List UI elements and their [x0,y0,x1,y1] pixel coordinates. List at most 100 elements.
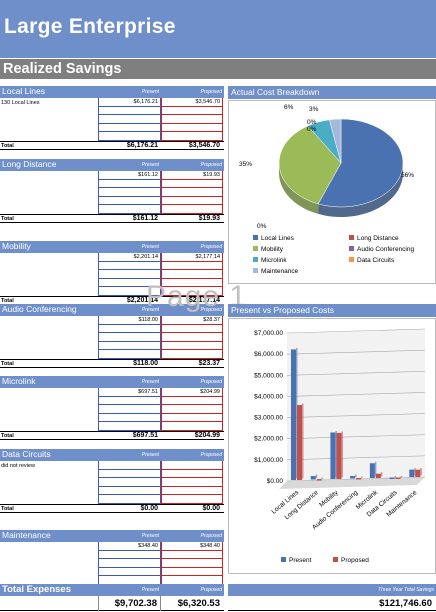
total-expenses-label: Total Expenses [2,584,71,595]
three-year-savings-block: Three Year Total Savings $121,746.60 [228,584,436,612]
bar-side [400,476,403,478]
page-subtitle: Realized Savings [0,59,436,79]
legend-label: Present [289,557,312,564]
total-present: $697.51 [132,432,158,439]
row-label [0,388,1,390]
section-title: Maintenance [2,530,51,540]
pie-slice-side [318,163,403,217]
bar-side [361,476,363,479]
total-present: $161.12 [132,215,158,222]
proposed-value: $2,177.14 [195,254,220,260]
bar-side [374,461,377,477]
row-label: 130 Local Lines [1,100,40,106]
bar-chart-title: Present vs Proposed Costs [228,304,436,317]
y-tick-label: $1,000.00 [254,457,283,464]
bar-present [310,476,316,480]
proposed-value: $19.93 [203,172,220,178]
pie-value-label: 6% [284,104,294,111]
total-expenses-block: Total Expenses Present Proposed $9,702.3… [0,584,224,612]
bar-chart: $0.00 $1,000.00 $2,000.00 $3,000.00 $4,000.0… [228,318,436,574]
col-proposed-label: Proposed [200,533,222,539]
bar-present [389,477,395,479]
legend-label: Proposed [341,557,369,564]
col-present-label: Present [141,379,159,385]
proposed-value: $348.40 [200,543,220,549]
bar-chart-svg: $0.00 $1,000.00 $2,000.00 $3,000.00 $4,000.0… [254,328,426,564]
bar-side [315,474,318,478]
total-proposed: $204.99 [194,432,220,439]
bar-proposed [316,479,322,481]
total-present: $2,201.14 [126,297,158,304]
legend-swatch [333,557,338,562]
bar-side [296,347,298,479]
proposed-value: $204.99 [200,389,220,395]
section-4: Microlink Present Proposed $697.51 $204.99… [0,376,224,440]
grid-line [286,349,426,355]
bar-side [380,472,383,477]
bar-side [355,474,357,477]
col-proposed-label: Proposed [200,244,222,250]
bar-present [409,469,415,477]
page-title: Large Enterprise [0,0,436,58]
bar-side [321,477,324,480]
bar-proposed [395,477,401,479]
pie-value-label: 56% [401,172,414,179]
total-expenses-present: $9,702.38 [114,598,157,609]
pie-chart: 56% 0% 35% 0% 6% 0% 3% Local Lines Long Distance… [228,100,436,284]
row-label [0,542,1,544]
col-present-label: Present [141,244,159,250]
total-proposed: $2,177.14 [188,297,220,304]
legend-label: Local Lines [261,235,295,242]
y-tick-label: $0.00 [267,478,284,485]
y-tick-label: $4,000.00 [254,393,283,400]
grid-line [286,434,426,440]
pie-value-label: 0% [307,126,317,133]
bar-side [394,476,397,478]
section-title: Microlink [2,376,36,386]
bar-side [335,430,337,478]
grid-line [286,392,426,397]
total-label: Total [1,361,14,367]
total-proposed: $3,546.70 [188,142,220,149]
legend-swatch [253,235,258,240]
bar-proposed [297,405,302,480]
pie-slice-maintenance [329,118,342,164]
present-value: $2,201.14 [133,254,158,260]
row-label: did not review [1,463,35,469]
col-present-label: Present [141,162,159,168]
present-value: $118.00 [138,317,158,323]
pie-value-label: 0% [307,119,317,126]
y-tick-label: $6,000.00 [254,351,283,358]
col-present-label: Present [141,452,159,458]
section-3: Audio Conferencing Present Proposed $118.0… [0,304,224,368]
pie-value-label: 3% [309,106,319,113]
pie-value-label: 35% [239,161,252,168]
bar-present [369,463,375,478]
row-label [0,253,1,255]
total-proposed: $19.93 [198,215,220,222]
col-present-label: Present [141,533,159,539]
section-title: Long Distance [2,159,57,169]
bar-side [302,403,304,479]
total-proposed: $23.37 [198,360,220,367]
plot-wall [287,329,425,481]
grid-line [286,455,426,461]
present-value: $697.51 [138,389,158,395]
col-present-label: Present [141,307,159,313]
pie-value-label: 0% [257,223,267,230]
pie-chart-title: Actual Cost Breakdown [228,86,436,99]
proposed-value: $3,546.70 [195,99,220,105]
pie-slice-local-lines [317,118,404,208]
bar-side [414,468,416,476]
legend-swatch [349,235,354,240]
legend-swatch [253,257,258,262]
y-tick-label: $2,000.00 [254,436,283,443]
legend-label: Microlink [261,257,287,264]
total-label: Total [1,433,14,439]
section-title: Data Circuits [2,449,51,459]
bar-present [350,476,356,479]
row-label [0,171,1,173]
col-proposed-label: Proposed [200,452,222,458]
total-label: Total [1,298,14,304]
present-value: $161.12 [138,172,158,178]
